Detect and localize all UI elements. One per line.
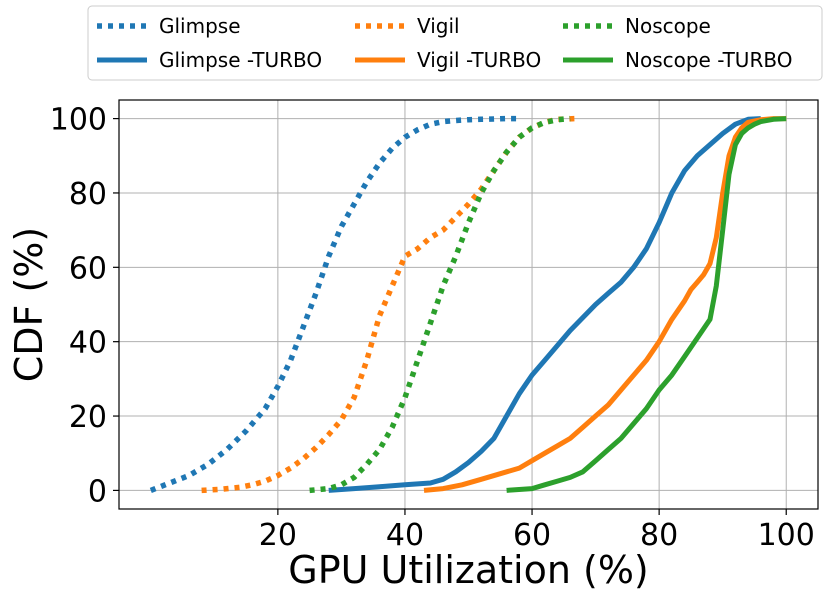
legend-label-vigil: Vigil	[417, 14, 460, 38]
y-tick-label: 20	[69, 400, 107, 435]
legend-label-noscope-turbo: Noscope -TURBO	[625, 48, 792, 72]
plot-frame	[118, 99, 819, 510]
x-tick-label: 80	[640, 518, 678, 553]
y-axis-label: CDF (%)	[7, 227, 51, 383]
series-line-glimpse-turbo	[328, 116, 761, 493]
x-axis-label: GPU Utilization (%)	[288, 548, 649, 592]
y-tick-label: 60	[69, 251, 107, 286]
x-tick-label: 40	[386, 518, 424, 553]
y-tick-label: 80	[69, 177, 107, 212]
legend-label-vigil-turbo: Vigil -TURBO	[417, 48, 541, 72]
series-group	[149, 115, 787, 494]
legend-label-glimpse-turbo: Glimpse -TURBO	[159, 48, 322, 72]
ticks: 20 40 60 80 100 0 20 40 60 80 100	[50, 103, 815, 553]
y-tick-label: 100	[50, 103, 107, 138]
legend-label-glimpse: Glimpse	[159, 14, 241, 38]
series-line-noscope	[309, 115, 571, 494]
legend-label-noscope: Noscope	[625, 14, 711, 38]
series-line-glimpse	[149, 115, 520, 493]
series-line-vigil-turbo	[423, 116, 787, 493]
y-tick-label: 40	[69, 326, 107, 361]
legend-box	[87, 5, 823, 81]
series-line-noscope-turbo	[506, 116, 787, 493]
x-tick-label: 100	[758, 518, 815, 553]
x-tick-label: 20	[259, 518, 297, 553]
x-tick-label: 60	[513, 518, 551, 553]
y-tick-label: 0	[88, 474, 107, 509]
legend: Glimpse Glimpse -TURBO Vigil Vigil -TURBO No…	[87, 5, 823, 81]
